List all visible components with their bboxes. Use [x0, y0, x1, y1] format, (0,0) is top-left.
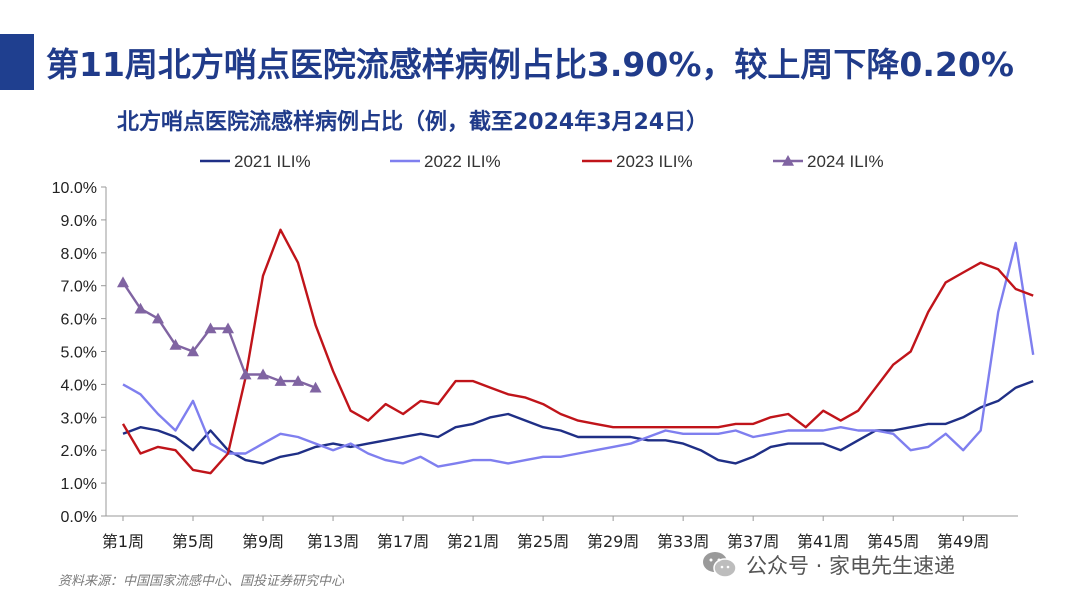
- source-note: 资料来源：中国国家流感中心、国投证券研究中心: [58, 574, 345, 589]
- data-point-marker: [292, 375, 305, 386]
- y-tick-label: 8.0%: [61, 246, 97, 263]
- chart-series: [117, 228, 1035, 475]
- x-tick-label: 第21周: [447, 532, 499, 551]
- series-line-3: [121, 228, 1034, 475]
- series-line-4: [122, 281, 317, 389]
- data-point-marker: [222, 322, 235, 334]
- legend-label: 2021 ILI%: [234, 152, 311, 171]
- x-tick-label: 第45周: [867, 532, 919, 551]
- y-tick-label: 1.0%: [61, 476, 97, 493]
- y-tick-label: 9.0%: [61, 213, 97, 230]
- x-tick-label: 第9周: [242, 532, 284, 551]
- x-tick-label: 第29周: [587, 532, 639, 551]
- chart-title: 北方哨点医院流感样病例占比（例，截至2024年3月24日）: [117, 110, 709, 135]
- data-point-marker: [257, 368, 270, 380]
- y-tick-label: 5.0%: [61, 345, 97, 362]
- data-point-marker: [169, 338, 182, 350]
- y-tick-label: 10.0%: [52, 180, 97, 197]
- watermark: 公众号 · 家电先生速递: [700, 548, 955, 582]
- y-tick-label: 7.0%: [61, 279, 97, 296]
- series-line-2: [122, 241, 1035, 468]
- data-point-marker: [117, 276, 129, 288]
- x-tick-label: 第37周: [727, 532, 779, 551]
- y-tick-label: 6.0%: [61, 312, 97, 329]
- x-tick-label: 第1周: [102, 532, 144, 551]
- x-tick-label: 第33周: [657, 532, 709, 551]
- legend-label: 2022 ILI%: [424, 152, 501, 171]
- x-tick-label: 第5周: [172, 532, 214, 551]
- x-tick-label: 第25周: [517, 532, 569, 551]
- y-tick-label: 3.0%: [61, 410, 97, 427]
- y-tick-label: 2.0%: [61, 443, 97, 460]
- chart-legend: 2021 ILI% 2022 ILI% 2023 ILI% 2024 ILI%: [200, 152, 884, 171]
- x-tick-label: 第17周: [377, 532, 429, 551]
- legend-marker: [782, 155, 794, 166]
- title-accent-bar: [0, 34, 34, 90]
- legend-label: 2024 ILI%: [807, 152, 884, 171]
- wechat-icon: [703, 552, 737, 578]
- ili-line-chart: 2021 ILI% 2022 ILI% 2023 ILI% 2024 ILI% 0.0…: [52, 152, 1035, 551]
- chart-axes: 0.0% 1.0% 2.0% 3.0% 4.0% 5.0% 6.0% 7.0% 8.0% 9.0%…: [52, 180, 1018, 551]
- x-tick-label: 第41周: [797, 532, 849, 551]
- y-tick-label: 4.0%: [61, 377, 97, 394]
- x-tick-label: 第13周: [307, 532, 359, 551]
- data-point-marker: [204, 322, 217, 334]
- watermark-text: 公众号 · 家电先生速递: [746, 554, 956, 578]
- page-title: 第11周北方哨点医院流感样病例占比3.90%，较上周下降0.20%: [46, 45, 1014, 84]
- data-point-marker: [309, 381, 322, 393]
- data-point-marker: [187, 345, 200, 357]
- x-tick-label: 第49周: [937, 532, 989, 551]
- data-point-marker: [134, 302, 147, 314]
- series-line-1: [122, 379, 1034, 465]
- data-point-marker: [274, 375, 287, 386]
- y-tick-label: 0.0%: [61, 509, 97, 526]
- legend-label: 2023 ILI%: [616, 152, 693, 171]
- data-point-marker: [239, 368, 252, 380]
- data-point-marker: [152, 312, 165, 324]
